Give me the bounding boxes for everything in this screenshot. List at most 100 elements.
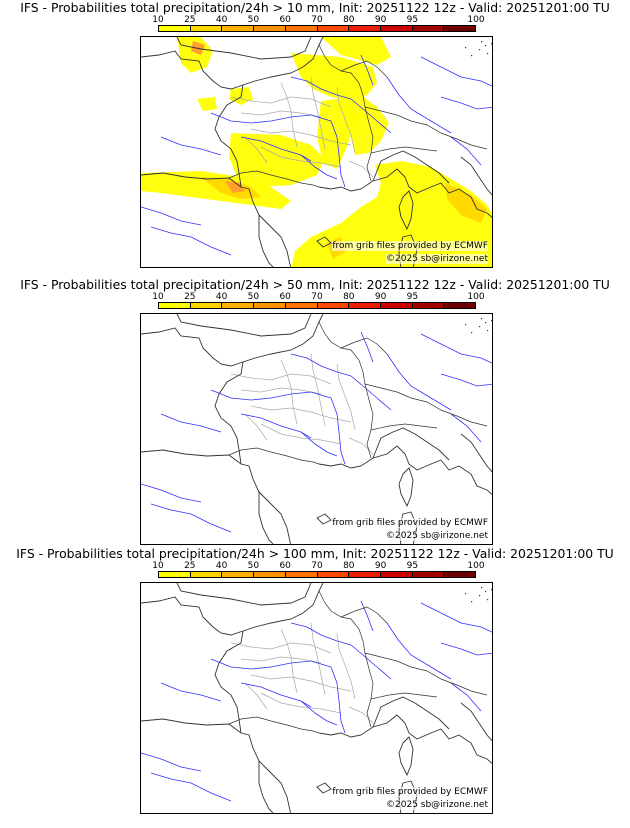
rivers (141, 600, 492, 802)
river (210, 389, 332, 401)
country-border (340, 337, 388, 355)
coastline (141, 449, 274, 544)
river (350, 375, 392, 411)
map-canvas (141, 583, 492, 813)
river (160, 413, 222, 433)
river (300, 431, 338, 457)
department-boundaries (230, 76, 374, 178)
river (150, 226, 232, 256)
islet (491, 589, 492, 591)
river (160, 682, 222, 702)
scale-label: 100 (467, 15, 485, 25)
probability-area (197, 97, 217, 111)
scale-swatch (380, 303, 413, 308)
scale-swatch (190, 303, 223, 308)
coastline (141, 718, 274, 813)
islet (479, 595, 481, 597)
department-boundary (336, 363, 356, 431)
river (210, 112, 332, 124)
source-credit: from grib files provided by ECMWF (332, 518, 488, 528)
scale-swatch (349, 572, 381, 577)
scale-label: 10 (152, 292, 164, 302)
island (398, 736, 414, 777)
country-border (318, 590, 374, 728)
coastline (372, 427, 450, 461)
coastlines (141, 314, 492, 544)
department-boundary (244, 136, 268, 164)
islet (465, 324, 467, 326)
department-boundary (348, 437, 374, 455)
rivers (141, 54, 492, 256)
copyright-credit: ©2025 sb@irizone.net (386, 254, 488, 264)
department-boundary (260, 692, 342, 714)
scale-label: 60 (279, 15, 291, 25)
country-border (228, 716, 320, 734)
rivers (141, 331, 492, 533)
coastline (141, 596, 244, 734)
scale-swatch (159, 26, 191, 31)
island (398, 511, 418, 544)
scale-swatch (444, 26, 476, 31)
river (150, 772, 232, 802)
river (240, 413, 312, 439)
river (386, 76, 452, 134)
country-border (364, 652, 488, 696)
country-borders (228, 590, 488, 734)
probability-map: from grib files provided by ECMWF ©2025 … (140, 313, 493, 545)
islet (485, 45, 487, 47)
river (290, 353, 352, 377)
department-boundary (310, 76, 326, 150)
islet (487, 330, 489, 332)
scale-label: 95 (406, 15, 419, 25)
scale-swatch (349, 303, 381, 308)
scale-label: 40 (215, 292, 228, 302)
river (420, 56, 492, 87)
scale-swatch (222, 303, 255, 308)
island (398, 780, 418, 813)
coastline (318, 714, 492, 764)
scale-swatch (159, 572, 191, 577)
river (150, 503, 232, 533)
island (398, 467, 414, 508)
scale-label: 80 (343, 561, 355, 571)
scale-swatch (285, 303, 318, 308)
islet (465, 47, 467, 49)
scale-swatch (380, 572, 413, 577)
coastline (176, 314, 312, 337)
coastline (318, 445, 492, 495)
scale-label: 25 (184, 561, 196, 571)
scale-label: 60 (279, 292, 291, 302)
department-boundary (240, 387, 322, 395)
scale-label: 40 (215, 561, 228, 571)
river (450, 682, 482, 712)
coastline (318, 168, 492, 218)
forecast-panel-50mm: IFS - Probabilities total precipitation/… (0, 277, 630, 547)
islet (485, 591, 487, 593)
islet (471, 55, 473, 57)
river (300, 700, 338, 726)
scale-swatch (222, 572, 255, 577)
department-boundary (280, 628, 298, 694)
forecast-panel-100mm: IFS - Probabilities total precipitation/… (0, 546, 630, 816)
scale-label: 95 (406, 561, 419, 571)
department-boundary (348, 160, 374, 178)
islet (491, 43, 492, 45)
scale-swatch (412, 572, 445, 577)
river (450, 413, 482, 443)
island (316, 236, 332, 248)
color-scale-bar (158, 571, 476, 578)
country-border (370, 692, 438, 700)
scale-swatch (159, 303, 191, 308)
scale-label: 10 (152, 15, 164, 25)
islet (485, 322, 487, 324)
scale-label: 90 (374, 292, 387, 302)
probability-area (445, 183, 487, 223)
department-boundary (310, 353, 326, 427)
island (316, 513, 332, 525)
river (330, 120, 346, 188)
islet (491, 320, 492, 322)
coastline (460, 702, 492, 742)
coastline (242, 314, 324, 363)
coastline (141, 327, 244, 465)
islet (481, 41, 483, 43)
